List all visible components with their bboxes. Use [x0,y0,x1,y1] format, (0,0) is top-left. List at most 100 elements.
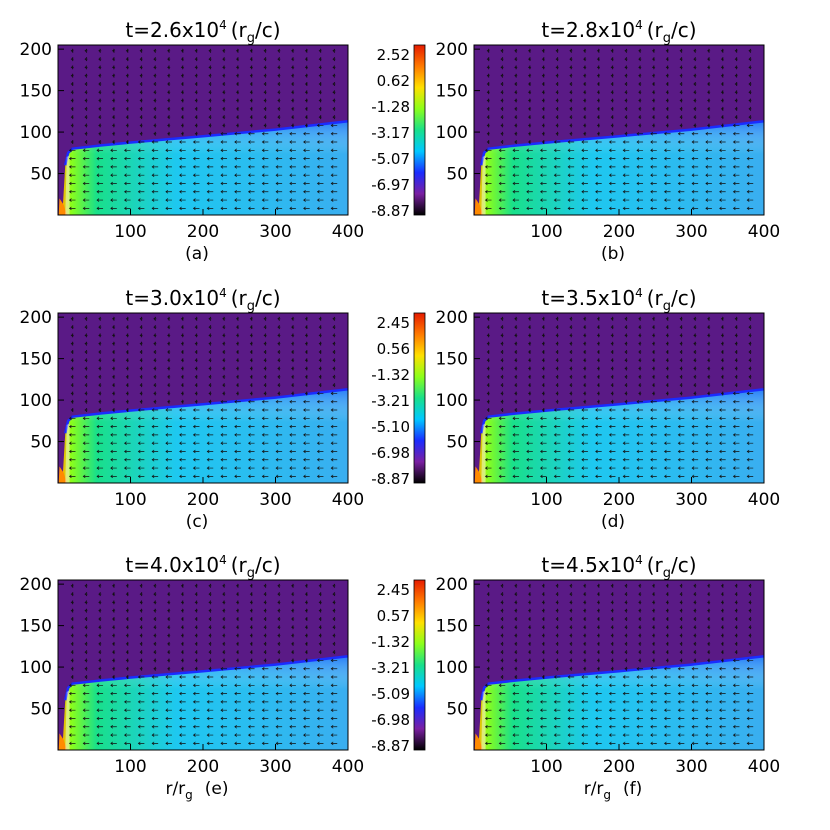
velocity-arrow [732,458,740,462]
velocity-arrow [206,716,214,721]
x-tick-label: 100 [530,490,562,510]
velocity-arrow [68,190,76,194]
velocity-arrow [179,675,186,679]
velocity-arrow [68,474,76,479]
velocity-arrow [732,206,740,211]
colorbar-tick-label: -3.17 [371,124,410,142]
velocity-arrow [124,190,131,194]
velocity-arrow [206,424,214,429]
velocity-arrow [110,449,117,454]
velocity-arrow [484,458,492,462]
velocity-arrow [746,173,754,177]
title-exponent: 4 [219,553,227,567]
velocity-arrow [512,206,520,211]
velocity-arrow [261,700,269,704]
velocity-arrow [663,449,671,454]
velocity-arrow [691,666,699,671]
velocity-arrow [719,474,726,479]
velocity-arrow [553,458,561,462]
velocity-arrow [110,441,117,445]
velocity-arrow [746,675,754,679]
velocity-arrow [663,190,671,194]
velocity-arrow [526,148,533,153]
velocity-arrow [316,408,324,412]
velocity-arrow [622,181,630,186]
velocity-arrow [719,148,726,153]
colorbar [413,312,426,484]
velocity-arrow [275,424,283,429]
velocity-arrow [567,173,575,177]
velocity-arrow [553,206,561,211]
velocity-arrow [275,708,283,712]
velocity-arrow [636,148,644,153]
velocity-arrow [82,181,90,186]
velocity-arrow [234,716,241,721]
velocity-arrow [247,416,255,421]
velocity-arrow [316,716,324,721]
velocity-arrow [165,165,172,169]
velocity-arrow [595,708,602,712]
velocity-arrow [650,165,657,169]
velocity-arrow [247,131,255,136]
velocity-arrow [595,733,602,737]
velocity-arrow [540,433,547,437]
velocity-arrow [192,433,200,437]
velocity-arrow [330,658,338,663]
velocity-arrow [526,416,533,421]
velocity-arrow [567,474,575,479]
velocity-arrow [691,399,699,404]
velocity-arrow [691,190,699,194]
velocity-arrow [234,131,241,136]
velocity-arrow [512,691,520,696]
velocity-arrow [705,424,712,429]
velocity-arrow [719,666,726,671]
velocity-arrow [234,725,241,729]
velocity-arrow [553,156,561,161]
velocity-arrow [124,165,131,169]
velocity-arrow [581,416,588,421]
velocity-arrow [650,424,657,429]
velocity-arrow [484,691,492,696]
velocity-arrow [719,190,726,194]
velocity-arrow [275,458,283,462]
velocity-arrow [247,666,255,671]
x-tick-label: 300 [259,490,291,510]
colorbar-tick-label: -6.98 [371,444,410,462]
title-units-sub: g [663,566,671,581]
velocity-arrow [275,433,283,437]
velocity-arrow [732,391,740,396]
velocity-arrow [732,716,740,721]
velocity-arrow [165,181,172,186]
velocity-arrow [137,449,145,454]
velocity-arrow [484,198,492,202]
velocity-arrow [179,408,186,412]
velocity-arrow [746,691,754,696]
velocity-arrow [316,474,324,479]
velocity-arrow [247,441,255,445]
velocity-arrow [622,466,630,470]
velocity-arrow [151,416,159,421]
velocity-arrow [124,716,131,721]
velocity-arrow [179,156,186,161]
velocity-arrow [691,466,699,470]
velocity-arrow [96,165,104,169]
velocity-arrow [110,700,117,704]
velocity-arrow [247,683,255,688]
velocity-arrow [595,156,602,161]
y-tick-label: 150 [20,617,52,637]
velocity-arrow [316,416,324,421]
velocity-arrow [137,181,145,186]
velocity-arrow [234,708,241,712]
colorbar-tick-label: 2.45 [377,581,410,599]
velocity-arrow [124,733,131,737]
velocity-arrow [96,466,104,470]
velocity-arrow [691,173,699,177]
velocity-arrow [677,683,685,688]
velocity-arrow [622,408,630,412]
y-tick-label: 150 [436,350,468,370]
velocity-arrow [540,424,547,429]
velocity-arrow [247,148,255,153]
velocity-arrow [732,181,740,186]
velocity-arrow [540,165,547,169]
velocity-arrow [68,148,76,153]
